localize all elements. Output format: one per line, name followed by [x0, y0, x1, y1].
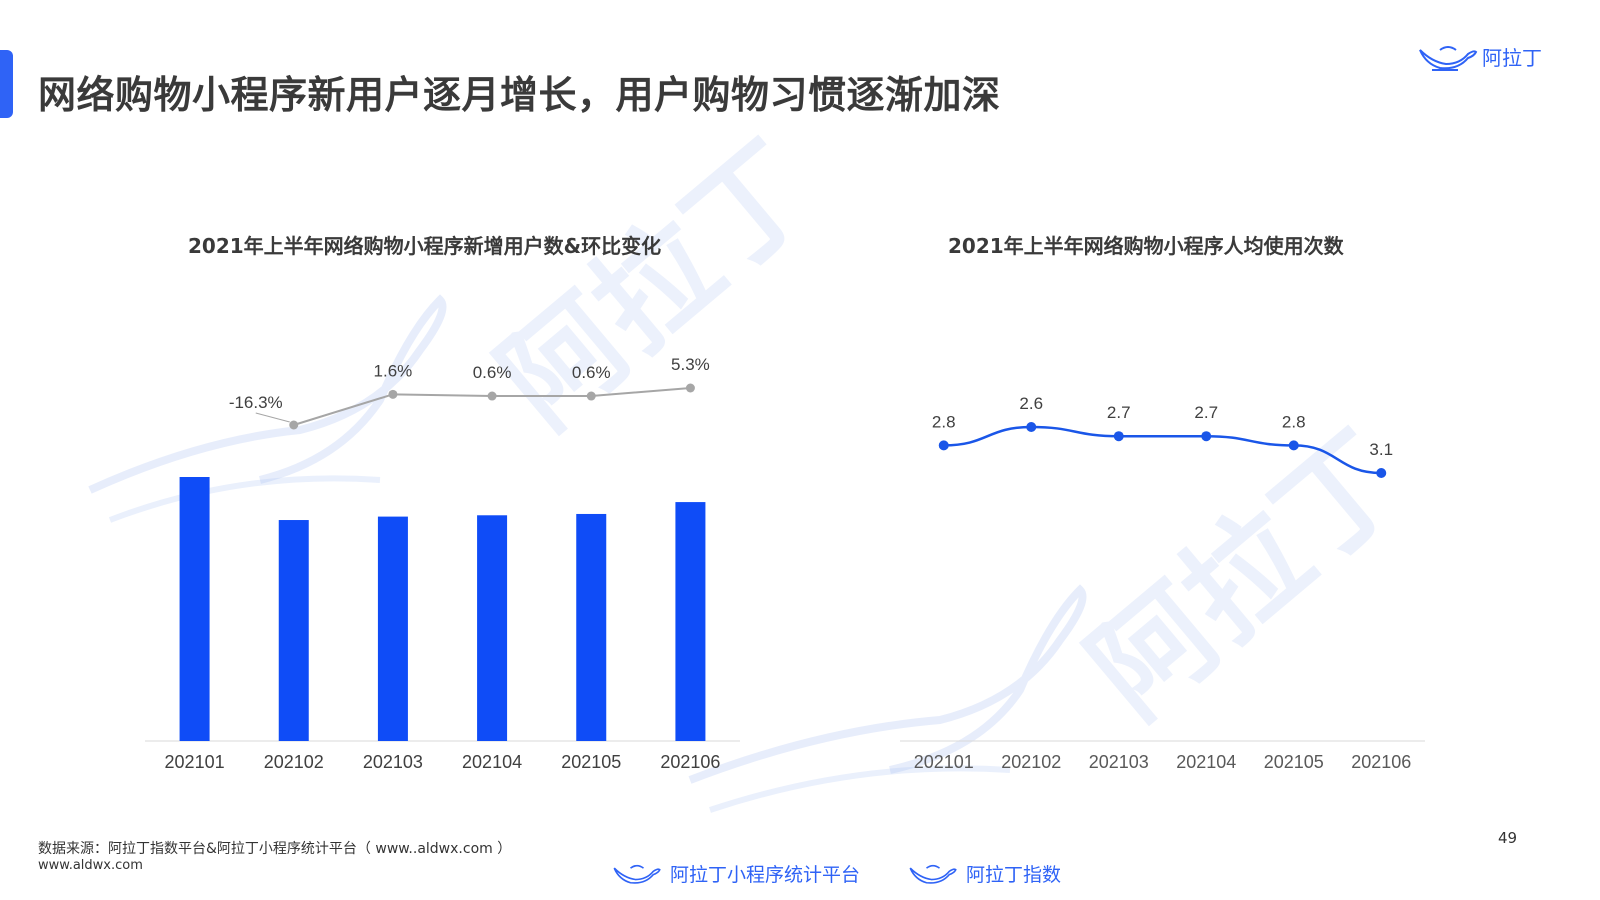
- x-tick-label: 202105: [561, 752, 621, 772]
- lamp-icon: [1419, 46, 1478, 71]
- ratio-label: 0.6%: [572, 363, 611, 382]
- x-tick-label: 202102: [264, 752, 324, 772]
- ratio-point: [388, 389, 398, 399]
- x-tick-label: 202102: [1001, 752, 1061, 772]
- ratio-point: [289, 420, 299, 430]
- usage-point: [1026, 422, 1037, 432]
- brand-name: 阿拉丁: [1482, 45, 1542, 70]
- usage-label: 2.8: [932, 412, 956, 431]
- ratio-label: 1.6%: [374, 361, 413, 380]
- usage-point: [1288, 440, 1299, 451]
- data-source-note: 数据来源：阿拉丁指数平台&阿拉丁小程序统计平台（ www..aldwx.com …: [38, 841, 512, 857]
- footer-brand-stats: 阿拉丁小程序统计平台: [610, 858, 860, 888]
- x-tick-label: 202103: [363, 752, 423, 772]
- usage-label: 2.7: [1194, 403, 1218, 422]
- source-url: www.aldwx.com: [38, 858, 143, 873]
- page-title: 网络购物小程序新用户逐月增长，用户购物习惯逐渐加深: [38, 73, 1001, 117]
- usage-label: 2.7: [1107, 403, 1131, 422]
- usage-point: [1201, 431, 1212, 442]
- ratio-label: -16.3%: [229, 393, 283, 412]
- lamp-icon: [613, 864, 661, 884]
- x-tick-label: 202103: [1089, 752, 1149, 772]
- usage-label: 2.6: [1019, 394, 1043, 413]
- x-tick-label: 202101: [165, 752, 225, 772]
- ratio-point: [685, 383, 695, 393]
- ratio-label: 0.6%: [473, 363, 512, 382]
- brand-logo: 阿拉丁: [1418, 38, 1542, 74]
- usage-point: [1113, 431, 1124, 442]
- chart-title-new-users: 2021年上半年网络购物小程序新增用户数&环比变化: [188, 234, 662, 258]
- x-tick-label: 202104: [1176, 752, 1236, 772]
- usage-label: 3.1: [1369, 440, 1393, 459]
- usage-point: [938, 440, 949, 451]
- bar-202103: [377, 516, 408, 741]
- x-tick-label: 202106: [1351, 752, 1411, 772]
- footer-brand-stats-label: 阿拉丁小程序统计平台: [670, 863, 861, 886]
- usage-point: [1376, 468, 1387, 478]
- x-tick-label: 202104: [462, 752, 522, 772]
- footer-brand-index-label: 阿拉丁指数: [966, 863, 1062, 886]
- bar-202101: [179, 477, 210, 741]
- x-tick-label: 202106: [660, 752, 720, 772]
- bar-202104: [477, 515, 508, 741]
- ratio-point: [487, 391, 497, 401]
- accent-bar: [0, 50, 13, 118]
- usage-label: 2.8: [1282, 412, 1306, 431]
- page-number: 49: [1498, 829, 1518, 847]
- footer-brand-index: 阿拉丁指数: [906, 858, 1061, 888]
- usage-line: [943, 425, 1382, 475]
- ratio-label: 5.3%: [671, 355, 710, 374]
- x-tick-label: 202105: [1264, 752, 1324, 772]
- bar-202106: [675, 502, 706, 741]
- bar-202105: [576, 513, 607, 741]
- bar-202102: [278, 520, 309, 741]
- ratio-point: [586, 391, 596, 401]
- ratio-leader-line: [255, 412, 290, 423]
- chart-title-usage: 2021年上半年网络购物小程序人均使用次数: [948, 234, 1344, 258]
- lamp-icon: [909, 864, 957, 884]
- x-tick-label: 202101: [914, 752, 974, 772]
